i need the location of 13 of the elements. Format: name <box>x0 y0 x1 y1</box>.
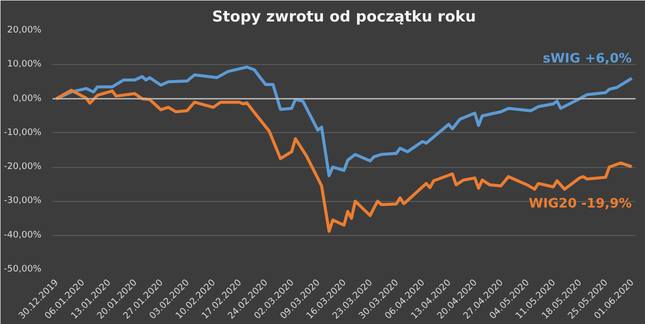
y-tick-label: 20,00% <box>7 26 42 36</box>
line-series <box>54 66 634 178</box>
y-tick-label: 0,00% <box>12 94 42 104</box>
y-tick-label: -50,00% <box>4 264 42 274</box>
y-tick-label: -40,00% <box>4 230 42 240</box>
y-tick-label: -30,00% <box>4 196 42 206</box>
y-tick-label: -10,00% <box>4 128 42 138</box>
series-label: sWIG +6,0% <box>542 51 632 66</box>
series-label: WIG20 -19,9% <box>528 196 632 212</box>
y-tick-label: 10,00% <box>7 60 42 70</box>
line-series <box>54 88 634 233</box>
y-tick-label: -20,00% <box>4 162 42 172</box>
chart-title: Stopy zwrotu od początku roku <box>212 8 476 26</box>
